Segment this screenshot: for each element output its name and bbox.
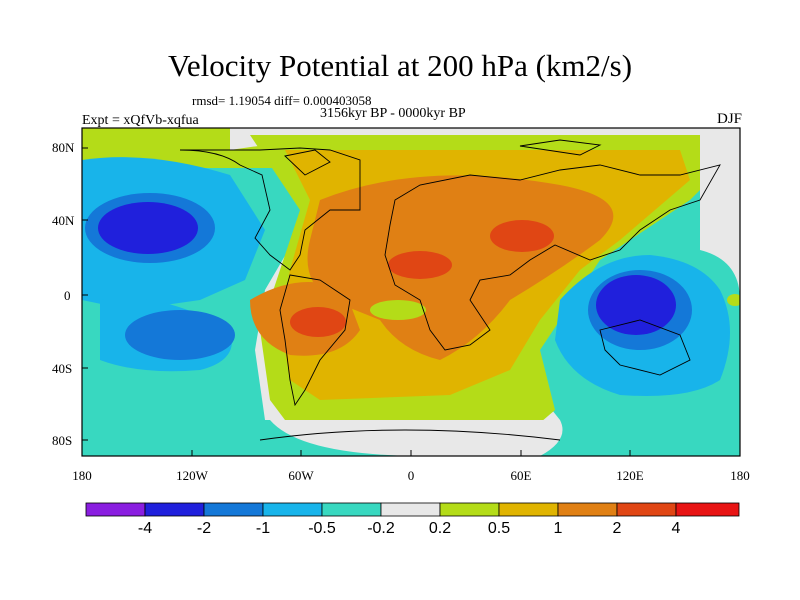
colorbar-label: 4 [671,520,681,537]
colorbar-label: 0.5 [487,520,511,537]
contour-fields [82,128,740,456]
lat-label: 40N [52,213,75,228]
lon-label: 60E [510,468,532,483]
season-label: DJF [716,111,742,127]
colorbar [85,502,740,517]
coastlines [179,139,721,441]
colorbar-label: -4 [137,520,153,537]
lat-label: 0 [64,288,71,303]
lon-label: 180 [72,468,92,483]
stats-line: rmsd= 1.19054 diff= 0.000403058 [192,93,372,108]
lon-label: 0 [407,468,415,483]
lon-label: 120E [616,468,644,483]
colorbar-label: -0.2 [367,520,395,537]
lon-label: 60W [288,468,314,483]
lon-label: 120W [176,468,208,483]
colorbar-label: 0.2 [428,520,452,537]
lat-label: 40S [52,361,73,376]
lon-label: 180 [730,468,750,483]
map-title: Velocity Potential at 200 hPa (km2/s) [167,48,633,83]
lat-label: 80S [52,433,73,448]
period-line: 3156kyr BP - 0000kyr BP [320,106,466,121]
colorbar-label: -2 [196,520,212,537]
colorbar-label: 1 [553,520,563,537]
lat-label: 80N [52,140,75,155]
colorbar-label: -1 [255,520,271,537]
experiment-label: Expt = xQfVb-xqfua [82,113,199,128]
colorbar-label: 2 [612,520,622,537]
colorbar-label: -0.5 [308,520,336,537]
